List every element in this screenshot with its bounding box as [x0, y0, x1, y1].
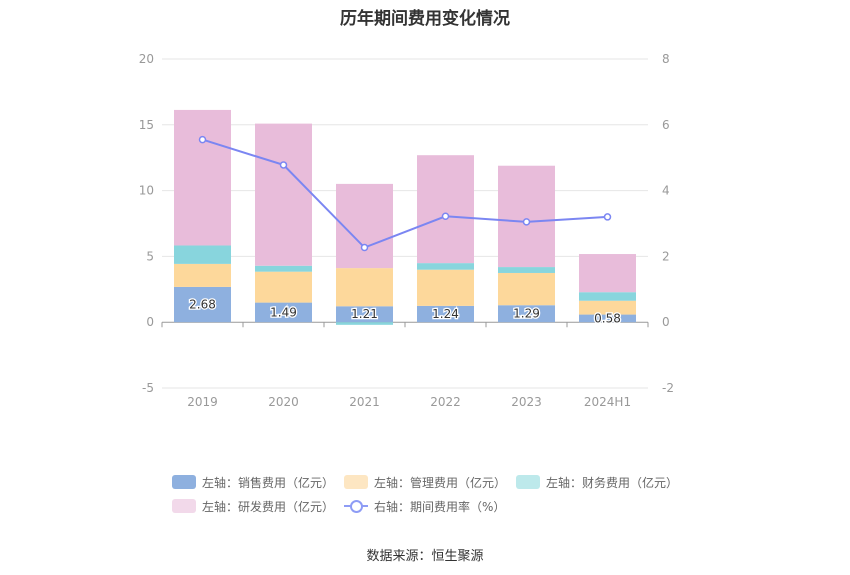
bar-admin-2021 [336, 268, 393, 307]
x-axis-tick-label: 2023 [511, 395, 542, 409]
bar-sales-2019 [174, 286, 231, 323]
rate-line-series [198, 135, 612, 252]
bar-sales-2020 [255, 302, 312, 323]
x-axis-tick-label: 2019 [187, 395, 218, 409]
bar-rd-2022 [417, 155, 474, 264]
bar-data-labels: 2.68 1.49 1.21 1.24 1.29 0.58 [188, 296, 622, 326]
x-axis-tick-label: 2022 [430, 395, 461, 409]
data-label-2024H1: 0.58 [594, 311, 621, 325]
bar-finance-2022 [417, 263, 474, 270]
left-axis-tick-label: 10 [139, 184, 154, 198]
rate-point-2022 [441, 212, 450, 221]
legend-item-rate[interactable]: 右轴：期间费用率（%） [344, 496, 505, 516]
rate-point-2020 [279, 161, 288, 169]
right-axis-tick-label: 2 [662, 249, 670, 263]
right-axis-tick-label: 6 [662, 118, 670, 132]
bar-admin-2022 [417, 269, 474, 306]
data-label-2020: 1.49 [270, 305, 297, 319]
rate-point-2019 [198, 135, 207, 144]
legend-item-finance[interactable]: 左轴：财务费用（亿元） [516, 472, 678, 492]
legend-swatch-rd [172, 499, 196, 513]
data-label-2021: 1.21 [351, 307, 378, 321]
legend-item-sales[interactable]: 左轴：销售费用（亿元） [172, 472, 334, 492]
left-axis-tick-label: 15 [139, 118, 154, 132]
right-axis-tick-label: -2 [662, 381, 674, 395]
bar-admin-2019 [174, 263, 231, 287]
bar-sales-2023 [498, 305, 555, 323]
x-axis-tick-label: 2024H1 [584, 395, 631, 409]
legend-label-sales: 左轴：销售费用（亿元） [202, 475, 335, 490]
bar-series [174, 109, 636, 325]
x-axis-tick-label: 2020 [268, 395, 299, 409]
bar-admin-2024H1 [579, 300, 636, 315]
bar-sales-2024H1 [579, 314, 636, 323]
left-axis-tick-label: 20 [139, 52, 154, 66]
left-axis-tick-label: 0 [146, 315, 154, 329]
legend-swatch-finance [516, 475, 540, 489]
rate-point-2021 [360, 243, 369, 252]
legend-label-admin: 左轴：管理费用（亿元） [374, 475, 507, 490]
legend-swatch-admin [344, 475, 368, 489]
left-axis-tick-label: 5 [146, 249, 154, 263]
right-axis-tick-label: 0 [662, 315, 670, 329]
chart-plot: -5 0 5 10 15 20 -2 0 2 4 6 8 2019 2020 2021 2022 2023 202… [139, 52, 674, 409]
gridlines [162, 58, 648, 389]
bar-rd-2021 [336, 183, 393, 269]
bar-finance-2024H1 [579, 292, 636, 301]
bar-rd-2023 [498, 165, 555, 268]
bar-finance-2023 [498, 267, 555, 273]
bar-finance-2019 [174, 245, 231, 264]
bar-rd-2020 [255, 123, 312, 266]
data-label-2022: 1.24 [432, 307, 459, 321]
chart-title: 历年期间费用变化情况 [340, 9, 510, 29]
right-axis-tick-label: 4 [662, 184, 670, 198]
data-label-2019: 2.68 [189, 298, 216, 312]
bar-finance-2021 [336, 322, 393, 325]
legend-item-admin[interactable]: 左轴：管理费用（亿元） [344, 472, 506, 492]
left-axis-tick-label: -5 [142, 381, 154, 395]
rate-point-2023 [522, 218, 531, 226]
bar-finance-2020 [255, 265, 312, 272]
legend-swatch-sales [172, 475, 196, 489]
right-axis-tick-label: 8 [662, 52, 670, 66]
data-label-2023: 1.29 [513, 307, 540, 321]
bar-rd-2024H1 [579, 254, 636, 293]
bar-rd-2019 [174, 109, 231, 246]
data-source-note: 数据来源：恒生聚源 [366, 549, 484, 564]
rate-line [202, 138, 608, 249]
bar-admin-2023 [498, 272, 555, 306]
legend-item-rd[interactable]: 左轴：研发费用（亿元） [172, 496, 334, 516]
legend-label-rd: 左轴：研发费用（亿元） [202, 499, 335, 514]
bar-admin-2020 [255, 271, 312, 303]
legend-label-finance: 左轴：财务费用（亿元） [546, 475, 679, 490]
axes: -5 0 5 10 15 20 -2 0 2 4 6 8 2019 2020 2021 2022 2023 202… [139, 52, 674, 409]
legend-label-rate: 右轴：期间费用率（%） [374, 499, 506, 514]
legend-line-icon-rate [344, 499, 368, 513]
bar-sales-2022 [417, 305, 474, 323]
x-axis-tick-label: 2021 [349, 395, 380, 409]
rate-point-2024H1 [603, 213, 612, 221]
bar-sales-2021 [336, 306, 393, 323]
